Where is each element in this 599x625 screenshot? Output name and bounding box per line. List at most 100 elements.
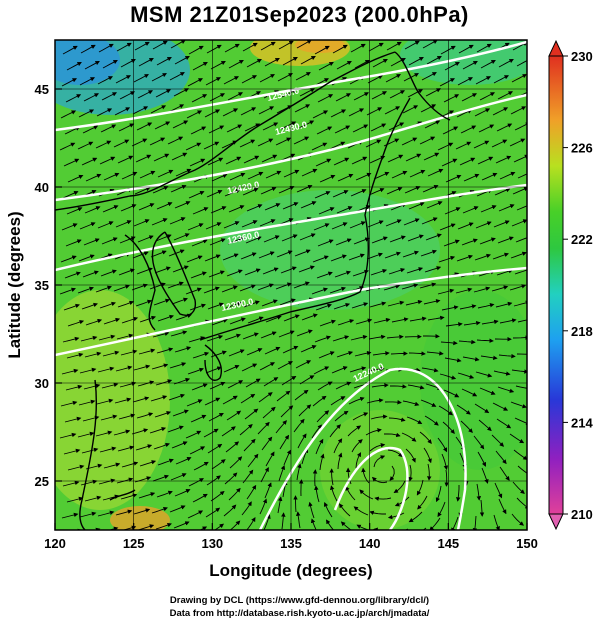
streamline-arrow — [102, 350, 120, 357]
streamline-arrow — [152, 474, 169, 482]
streamline-arrow — [296, 329, 313, 337]
streamline-arrow — [511, 74, 527, 83]
streamline-arrow — [510, 251, 527, 259]
streamline-arrow — [239, 424, 253, 436]
streamline-arrow — [311, 424, 322, 439]
streamline-arrow — [480, 355, 498, 361]
streamline-arrow — [117, 155, 134, 164]
streamline-arrow — [155, 522, 172, 530]
streamline-arrow — [336, 206, 353, 214]
streamline-arrow — [174, 55, 190, 65]
streamline-arrow — [355, 172, 372, 181]
streamline-arrow — [137, 380, 155, 387]
streamline-arrow — [440, 340, 458, 346]
streamline-arrow — [335, 238, 352, 246]
streamline-arrow — [63, 303, 80, 311]
streamline-arrow — [443, 94, 460, 103]
streamline-arrow — [82, 270, 99, 278]
streamline-arrow — [242, 332, 259, 340]
streamline-arrow — [444, 207, 461, 215]
streamline-arrow — [155, 234, 172, 242]
streamline-arrow — [493, 220, 510, 228]
streamline-arrow — [499, 171, 516, 180]
streamline-arrow — [497, 236, 514, 244]
streamline-arrow — [311, 142, 328, 151]
streamline-arrow — [373, 317, 391, 324]
streamline-arrow — [157, 314, 174, 322]
streamline-arrow — [387, 154, 404, 163]
streamline-arrow — [205, 507, 221, 518]
streamline-arrow — [294, 104, 311, 113]
streamline-arrow — [241, 75, 258, 84]
streamline-arrow — [313, 223, 330, 231]
streamline-arrow — [516, 205, 527, 211]
streamline-arrow — [293, 495, 298, 513]
streamline-arrow — [79, 77, 96, 86]
streamline-arrow — [121, 316, 139, 324]
streamline-arrow — [168, 393, 185, 401]
streamline-arrow — [514, 122, 527, 131]
streamline-arrow — [173, 233, 190, 241]
chart-title: MSM 21Z01Sep2023 (200.0hPa) — [130, 2, 469, 27]
streamline-arrow — [262, 267, 279, 275]
streamline-arrow — [336, 350, 354, 358]
streamline-arrow — [425, 233, 442, 241]
streamline-arrow — [258, 251, 275, 259]
streamline-arrow — [65, 384, 83, 391]
streamline-arrow — [496, 418, 512, 429]
streamline-arrow — [121, 171, 138, 180]
streamline-arrow — [261, 154, 278, 163]
streamline-arrow — [241, 501, 252, 516]
streamline-arrow — [97, 221, 114, 229]
streamline-arrow — [222, 253, 239, 261]
streamline-arrow — [246, 58, 262, 68]
streamline-arrow — [312, 469, 318, 487]
streamline-arrow — [389, 90, 406, 99]
streamline-arrow — [420, 104, 437, 113]
streamline-arrow — [223, 221, 240, 229]
streamline-arrow — [354, 350, 372, 357]
streamline-arrow — [135, 154, 152, 163]
streamline-arrow — [242, 187, 259, 196]
streamline-arrow — [151, 363, 169, 370]
streamline-arrow — [244, 123, 261, 132]
streamline-arrow — [389, 235, 406, 243]
streamline-arrow — [390, 384, 407, 389]
streamline-arrow — [138, 57, 154, 67]
streamline-arrow — [224, 472, 238, 485]
streamline-arrow — [402, 400, 420, 406]
streamline-arrow — [329, 424, 342, 438]
streamline-arrow — [348, 108, 365, 117]
streamline-arrow — [457, 77, 474, 86]
streamline-arrow — [186, 110, 203, 119]
streamline-arrow — [331, 366, 348, 374]
streamline-arrow — [441, 305, 459, 311]
streamline-arrow — [226, 124, 243, 133]
streamline-arrow — [478, 419, 492, 432]
streamline-arrow — [294, 389, 309, 401]
streamline-arrow — [517, 319, 527, 323]
streamline-arrow — [389, 465, 395, 481]
streamline-arrow — [96, 398, 114, 405]
colorbar-tick-label: 218 — [571, 324, 593, 339]
streamline-arrow — [61, 368, 79, 375]
streamline-arrow — [152, 40, 168, 50]
streamline-arrow — [208, 125, 225, 134]
streamline-arrow — [444, 357, 462, 363]
streamline-arrow — [337, 173, 354, 182]
streamline-arrow — [149, 282, 166, 290]
streamline-arrow — [455, 287, 473, 294]
streamline-arrow — [510, 106, 527, 115]
streamline-arrow — [511, 369, 527, 374]
streamline-arrow — [480, 205, 497, 213]
streamline-arrow — [481, 319, 499, 325]
streamline-arrow — [473, 435, 485, 450]
streamline-arrow — [66, 352, 84, 359]
streamline-arrow — [462, 60, 478, 70]
credit-drawing: Drawing by DCL (https://www.gfd-dennou.o… — [169, 595, 430, 606]
streamline-arrow — [440, 45, 456, 55]
x-tick-label: 150 — [516, 536, 538, 551]
streamline-arrow — [168, 249, 185, 257]
streamline-arrow — [371, 476, 388, 484]
streamline-arrow — [221, 285, 238, 293]
